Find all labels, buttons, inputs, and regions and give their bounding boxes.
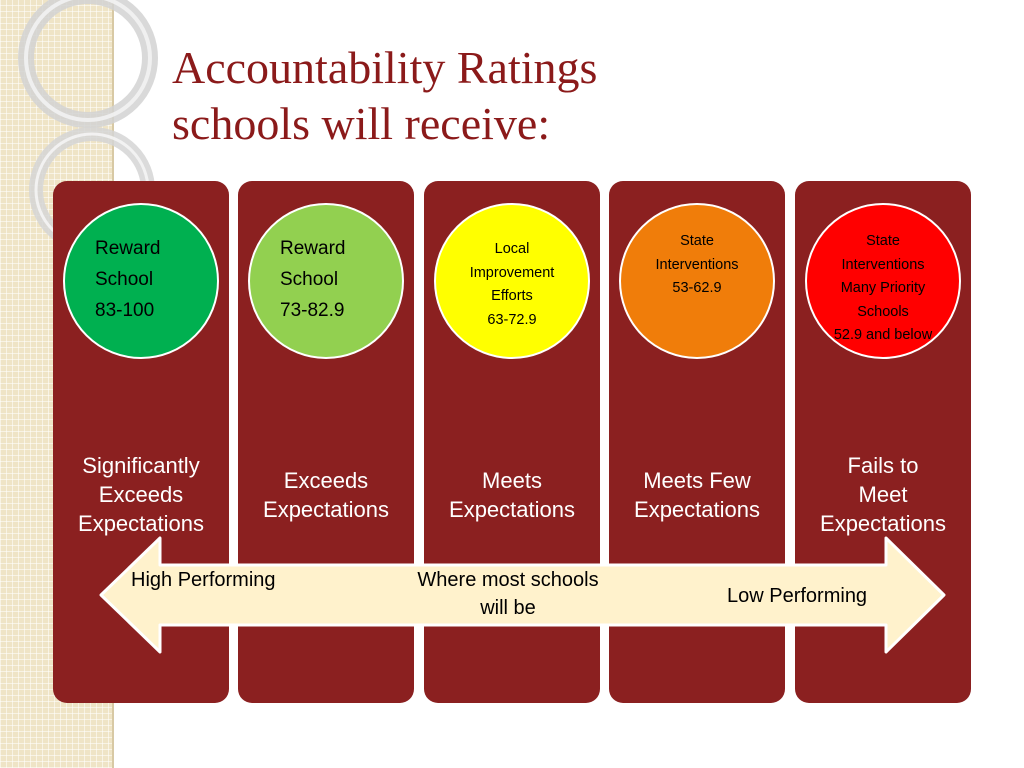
rating-label: Fails to Meet Expectations	[795, 451, 971, 538]
circle-text-line: School	[280, 269, 339, 290]
rating-label: Meets Expectations	[424, 466, 600, 524]
circle-text-line: Interventions	[655, 256, 739, 273]
circle-text-line: Interventions	[841, 256, 925, 273]
circle-text-line: Schools	[857, 303, 909, 320]
circle-text: Reward School 83-100	[95, 233, 160, 326]
rating-label-line: Expectations	[78, 511, 204, 536]
where-most-schools-label: Where most schools will be	[398, 566, 618, 622]
rating-label-line: Exceeds	[283, 468, 369, 493]
rating-label-line: Expectations	[634, 497, 760, 522]
circle-text-line: State	[866, 233, 900, 249]
circle-text: State Interventions 53-62.9	[621, 230, 773, 301]
rating-label-line: Fails to	[847, 453, 919, 478]
circle-text-line: Improvement	[469, 264, 555, 281]
rating-circle-state-interventions: State Interventions 53-62.9	[619, 203, 775, 359]
circle-text-line: Reward	[95, 238, 161, 259]
title-line-2: schools will receive:	[172, 98, 551, 149]
rating-column-fails-to-meet: State Interventions Many Priority School…	[795, 181, 971, 703]
rating-label-line: Significantly	[82, 453, 200, 478]
circle-text-line: Reward	[280, 238, 346, 259]
circle-text-line: State	[680, 233, 714, 249]
circle-text: State Interventions Many Priority School…	[807, 230, 959, 348]
rating-column-exceeds: Reward School 73-82.9 Exceeds Expectatio…	[238, 181, 414, 703]
rating-circle-priority-schools: State Interventions Many Priority School…	[805, 203, 961, 359]
circle-text-line: Many Priority	[840, 280, 926, 296]
title-line-1: Accountability Ratings	[172, 42, 598, 93]
rating-label-line: Meets Few	[643, 468, 751, 493]
high-performing-label: High Performing	[131, 569, 276, 591]
rating-column-meets-few: State Interventions 53-62.9 Meets Few Ex…	[609, 181, 785, 703]
circle-text-line: Local	[494, 241, 530, 257]
rating-circle-reward-83-100: Reward School 83-100	[63, 203, 219, 359]
rating-label-line: Exceeds	[98, 482, 184, 507]
low-performing-label: Low Performing	[727, 585, 868, 607]
rating-label: Significantly Exceeds Expectations	[53, 451, 229, 538]
circle-text-line: Efforts	[491, 288, 533, 304]
rating-circle-local-improvement: Local Improvement Efforts 63-72.9	[434, 203, 590, 359]
rating-label-line: Expectations	[820, 511, 946, 536]
circle-text-line: 53-62.9	[672, 280, 722, 296]
rating-column-meets: Local Improvement Efforts 63-72.9 Meets …	[424, 181, 600, 703]
rating-label-line: Meets	[482, 468, 542, 493]
circle-text-line: 73-82.9	[280, 300, 345, 321]
rating-label-line: Meet	[858, 482, 908, 507]
circle-text-line: 63-72.9	[487, 311, 537, 328]
circle-text-line: 83-100	[95, 300, 155, 321]
circle-text: Local Improvement Efforts 63-72.9	[436, 238, 588, 332]
where-most-schools-line: will be	[480, 597, 536, 619]
rating-label-line: Expectations	[263, 497, 389, 522]
rating-circle-reward-73-82-9: Reward School 73-82.9	[248, 203, 404, 359]
rating-label-line: Expectations	[449, 497, 575, 522]
rating-label: Exceeds Expectations	[238, 466, 414, 524]
circle-text-line: School	[95, 269, 154, 290]
slide-title: Accountability Ratings schools will rece…	[172, 40, 597, 152]
where-most-schools-line: Where most schools	[417, 569, 599, 591]
rating-column-significantly-exceeds: Reward School 83-100 Significantly Excee…	[53, 181, 229, 703]
rating-label: Meets Few Expectations	[609, 466, 785, 524]
circle-text-line: 52.9 and below	[833, 327, 933, 343]
circle-text: Reward School 73-82.9	[280, 233, 345, 326]
